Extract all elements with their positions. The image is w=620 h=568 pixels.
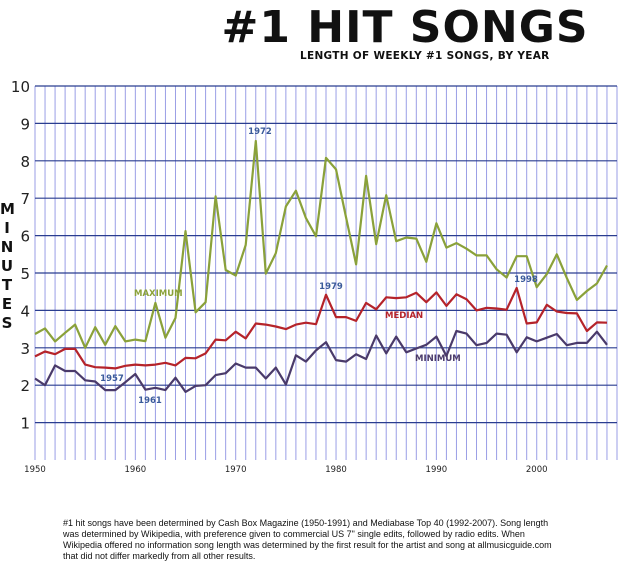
- series-line-minimum: [34, 329, 608, 393]
- y-axis-label-letter: N: [0, 238, 14, 256]
- y-tick-label: 10: [11, 78, 30, 96]
- annotation-label: 1961: [138, 396, 162, 406]
- annotation-label: MINIMUM: [415, 354, 461, 364]
- y-axis-label-letter: U: [0, 257, 14, 275]
- y-axis-label-letter: S: [1, 314, 13, 332]
- y-tick-labels: 1 2 3 4 5 6 7 8 9 10: [11, 78, 30, 433]
- horizontal-gridlines: [35, 85, 617, 424]
- annotation-label: MAXIMUM: [134, 289, 183, 299]
- y-tick-label: 2: [20, 377, 30, 395]
- y-tick-label: 8: [20, 153, 30, 171]
- y-tick-label: 6: [20, 228, 30, 246]
- footnote: #1 hit songs have been determined by Cas…: [63, 518, 552, 561]
- x-tick-label: 1980: [325, 465, 347, 475]
- annotation-label: 1998: [514, 275, 538, 285]
- y-tick-label: 9: [20, 115, 30, 133]
- annotation-label: 1979: [319, 282, 343, 292]
- x-tick-label: 1950: [24, 465, 46, 475]
- annotation-label: MEDIAN: [385, 311, 423, 321]
- x-tick-labels: 1950 1960 1970 1980 1990 2000: [24, 465, 547, 475]
- x-tick-label: 2000: [526, 465, 548, 475]
- series-line-maximum: [34, 139, 608, 349]
- y-tick-label: 1: [20, 415, 30, 433]
- series-line-median: [34, 286, 608, 370]
- chart-title: #1 HIT SONGS: [221, 2, 589, 53]
- y-tick-label: 4: [20, 302, 30, 320]
- annotation-label: 1972: [248, 127, 272, 137]
- x-tick-label: 1960: [125, 465, 147, 475]
- x-tick-label: 1990: [426, 465, 448, 475]
- chart-subtitle: LENGTH OF WEEKLY #1 SONGS, BY YEAR: [300, 50, 550, 62]
- y-tick-label: 3: [20, 340, 30, 358]
- y-axis-label-letter: I: [4, 219, 10, 237]
- series-lines: [34, 139, 608, 393]
- x-tick-label: 1970: [225, 465, 247, 475]
- y-tick-label: 7: [20, 190, 30, 208]
- y-axis-label-letter: E: [1, 295, 13, 313]
- y-tick-label: 5: [20, 265, 30, 283]
- y-axis-label-letter: M: [0, 200, 15, 218]
- chart-annotations: MAXIMUM MEDIAN MINIMUM 1972 1979 1998 1957 1961: [100, 127, 538, 406]
- y-axis-label-letter: T: [1, 276, 13, 294]
- annotation-label: 1957: [100, 374, 124, 384]
